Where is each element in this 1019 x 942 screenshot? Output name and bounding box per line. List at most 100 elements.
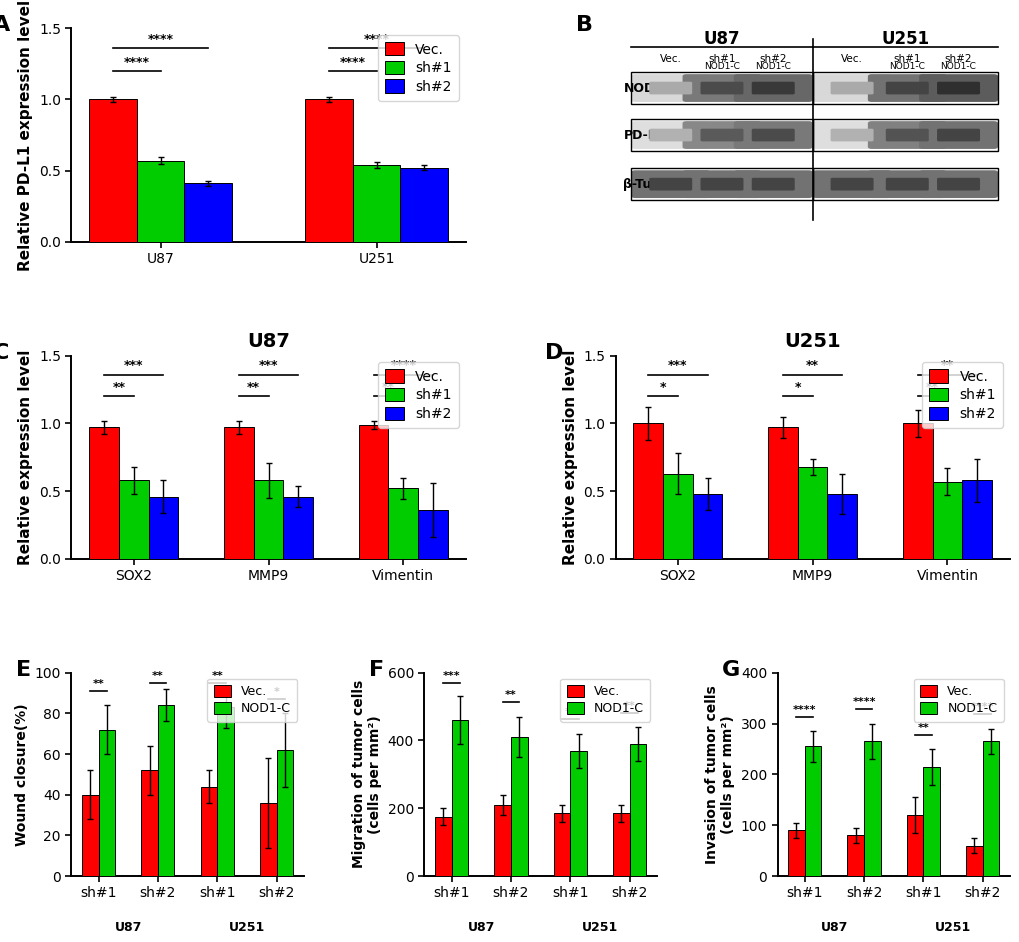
Bar bbox=[451, 720, 468, 876]
Text: NOD1: NOD1 bbox=[623, 82, 662, 94]
Bar bbox=[418, 511, 447, 559]
Y-axis label: Relative PD-L1 expression level: Relative PD-L1 expression level bbox=[18, 0, 34, 270]
FancyBboxPatch shape bbox=[751, 178, 794, 190]
FancyBboxPatch shape bbox=[918, 171, 997, 198]
Bar bbox=[142, 771, 158, 876]
Bar bbox=[847, 836, 863, 876]
Bar bbox=[961, 480, 990, 559]
Bar bbox=[662, 474, 692, 559]
FancyBboxPatch shape bbox=[631, 171, 709, 198]
Bar bbox=[90, 428, 119, 559]
Bar bbox=[149, 496, 178, 559]
Bar bbox=[922, 767, 938, 876]
Text: NOD1-C: NOD1-C bbox=[889, 62, 924, 72]
Text: ***: *** bbox=[124, 360, 144, 372]
FancyBboxPatch shape bbox=[700, 82, 743, 94]
Bar bbox=[511, 737, 527, 876]
Bar bbox=[797, 466, 826, 559]
Text: F: F bbox=[368, 660, 383, 680]
Bar bbox=[631, 168, 812, 201]
FancyBboxPatch shape bbox=[829, 129, 872, 141]
FancyBboxPatch shape bbox=[867, 122, 946, 149]
Bar bbox=[254, 480, 283, 559]
Legend: Vec., NOD1-C: Vec., NOD1-C bbox=[559, 679, 650, 722]
FancyBboxPatch shape bbox=[936, 82, 979, 94]
Text: U87: U87 bbox=[467, 921, 494, 934]
FancyBboxPatch shape bbox=[918, 74, 997, 102]
Bar bbox=[305, 100, 353, 242]
Legend: Vec., NOD1-C: Vec., NOD1-C bbox=[207, 679, 298, 722]
Text: NOD1-C: NOD1-C bbox=[703, 62, 739, 72]
Bar bbox=[812, 168, 997, 201]
Bar bbox=[260, 803, 276, 876]
Bar bbox=[812, 72, 997, 104]
Text: U251: U251 bbox=[881, 30, 929, 48]
FancyBboxPatch shape bbox=[700, 178, 743, 190]
Text: U87: U87 bbox=[114, 921, 142, 934]
Legend: Vec., NOD1-C: Vec., NOD1-C bbox=[913, 679, 1003, 722]
FancyBboxPatch shape bbox=[631, 74, 709, 102]
Text: ****: **** bbox=[363, 33, 389, 46]
FancyBboxPatch shape bbox=[918, 122, 997, 149]
FancyBboxPatch shape bbox=[936, 129, 979, 141]
Text: ***: *** bbox=[442, 671, 460, 681]
Text: **: ** bbox=[623, 701, 635, 710]
Text: G: G bbox=[721, 660, 740, 680]
FancyBboxPatch shape bbox=[648, 129, 692, 141]
Text: sh#2: sh#2 bbox=[759, 54, 787, 64]
Y-axis label: Wound closure(%): Wound closure(%) bbox=[15, 703, 29, 846]
FancyBboxPatch shape bbox=[648, 178, 692, 190]
Bar bbox=[633, 423, 662, 559]
Bar bbox=[158, 706, 174, 876]
Text: ****: **** bbox=[123, 56, 150, 69]
Text: **: ** bbox=[247, 382, 260, 394]
Bar bbox=[826, 494, 856, 559]
Text: D: D bbox=[544, 343, 562, 364]
Bar bbox=[119, 480, 149, 559]
FancyBboxPatch shape bbox=[812, 74, 891, 102]
Text: **: ** bbox=[93, 679, 104, 689]
Text: A: A bbox=[0, 15, 10, 36]
Text: **: ** bbox=[564, 707, 576, 718]
Bar bbox=[359, 425, 388, 559]
FancyBboxPatch shape bbox=[631, 122, 709, 149]
Bar bbox=[629, 744, 646, 876]
Text: B: B bbox=[576, 15, 592, 36]
Text: PD-L1: PD-L1 bbox=[623, 128, 664, 141]
Text: NOD1-C: NOD1-C bbox=[940, 62, 975, 72]
FancyBboxPatch shape bbox=[682, 122, 760, 149]
Bar bbox=[767, 428, 797, 559]
Bar bbox=[217, 707, 233, 876]
Text: **: ** bbox=[940, 360, 953, 372]
Text: **: ** bbox=[381, 382, 394, 394]
Title: U251: U251 bbox=[784, 333, 840, 351]
FancyBboxPatch shape bbox=[812, 171, 891, 198]
Text: U251: U251 bbox=[934, 921, 970, 934]
Text: U251: U251 bbox=[581, 921, 618, 934]
Text: *: * bbox=[659, 382, 665, 394]
Bar bbox=[931, 481, 961, 559]
Text: U87: U87 bbox=[703, 30, 740, 48]
Bar bbox=[863, 741, 879, 876]
FancyBboxPatch shape bbox=[936, 178, 979, 190]
Bar bbox=[553, 813, 570, 876]
Text: ****: **** bbox=[792, 705, 815, 715]
Legend: Vec., sh#1, sh#2: Vec., sh#1, sh#2 bbox=[377, 35, 459, 101]
Text: U251: U251 bbox=[228, 921, 265, 934]
Bar bbox=[788, 830, 804, 876]
FancyBboxPatch shape bbox=[812, 122, 891, 149]
Text: ****: **** bbox=[148, 33, 173, 46]
Bar bbox=[276, 750, 292, 876]
Text: ****: **** bbox=[970, 703, 994, 712]
FancyBboxPatch shape bbox=[733, 74, 812, 102]
FancyBboxPatch shape bbox=[867, 74, 946, 102]
FancyBboxPatch shape bbox=[682, 74, 760, 102]
FancyBboxPatch shape bbox=[733, 122, 812, 149]
Legend: Vec., sh#1, sh#2: Vec., sh#1, sh#2 bbox=[377, 363, 459, 428]
FancyBboxPatch shape bbox=[884, 178, 928, 190]
Bar bbox=[283, 496, 313, 559]
Bar bbox=[82, 795, 99, 876]
Text: ****: **** bbox=[339, 56, 366, 69]
Bar bbox=[981, 741, 999, 876]
Bar bbox=[90, 100, 137, 242]
